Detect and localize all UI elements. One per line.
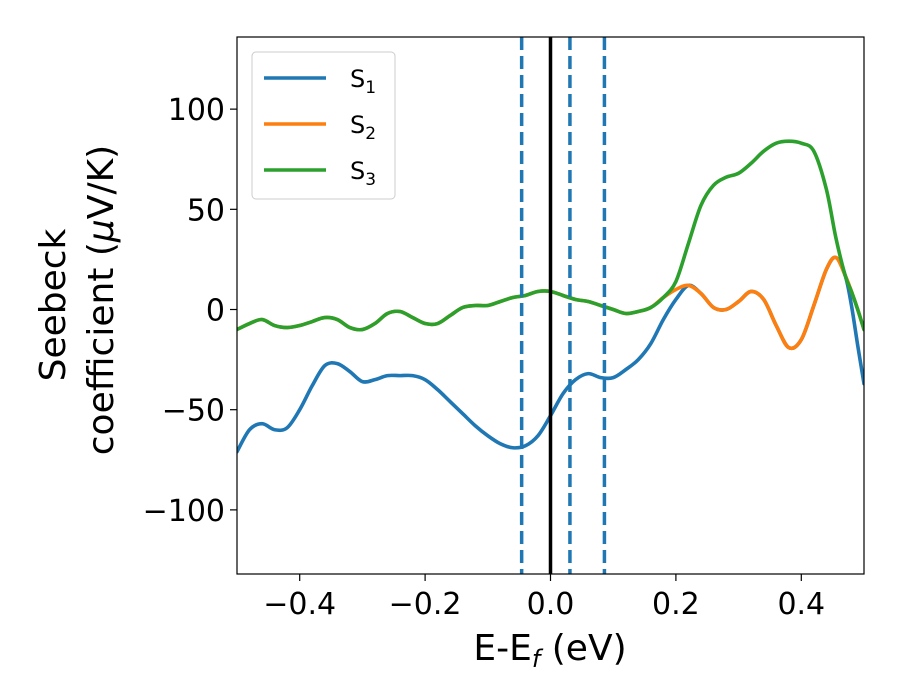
x-tick-label: −0.2 <box>389 587 462 622</box>
x-axis-title-unit: (eV) <box>540 628 626 669</box>
legend-label: S2 <box>350 111 376 144</box>
y-tick-label: 50 <box>187 193 225 228</box>
series-lines <box>237 139 864 454</box>
mu-symbol: μ <box>81 219 122 243</box>
y-axis-title: Seebeck coefficient (μV/K) <box>33 145 122 455</box>
y-axis-ticks: −100 −50 0 50 100 <box>143 93 237 529</box>
series-line-s3 <box>237 139 864 332</box>
legend-entry-s3: S3 <box>264 157 376 190</box>
x-tick-label: 0.2 <box>652 587 700 622</box>
vertical-reference-lines <box>519 37 607 574</box>
x-axis-ticks: −0.4 −0.2 0.0 0.2 0.4 <box>263 574 825 622</box>
y-axis-title-line2: coefficient (μV/K) <box>81 145 122 455</box>
y-axis-title-line1: Seebeck <box>33 228 74 381</box>
legend: S1 S2 S3 <box>251 51 396 200</box>
y-tick-label: −50 <box>162 394 225 429</box>
x-axis-title: E-Ef (eV) <box>473 628 626 673</box>
y-tick-label: 0 <box>206 294 225 329</box>
legend-label: S1 <box>350 65 376 98</box>
x-tick-label: 0.0 <box>527 587 575 622</box>
legend-entry-s1: S1 <box>264 65 376 98</box>
legend-entry-s2: S2 <box>264 111 376 144</box>
x-tick-label: 0.4 <box>777 587 825 622</box>
x-tick-label: −0.4 <box>263 587 336 622</box>
y-tick-label: 100 <box>168 93 225 128</box>
legend-label: S3 <box>350 157 376 190</box>
y-tick-label: −100 <box>143 494 225 529</box>
